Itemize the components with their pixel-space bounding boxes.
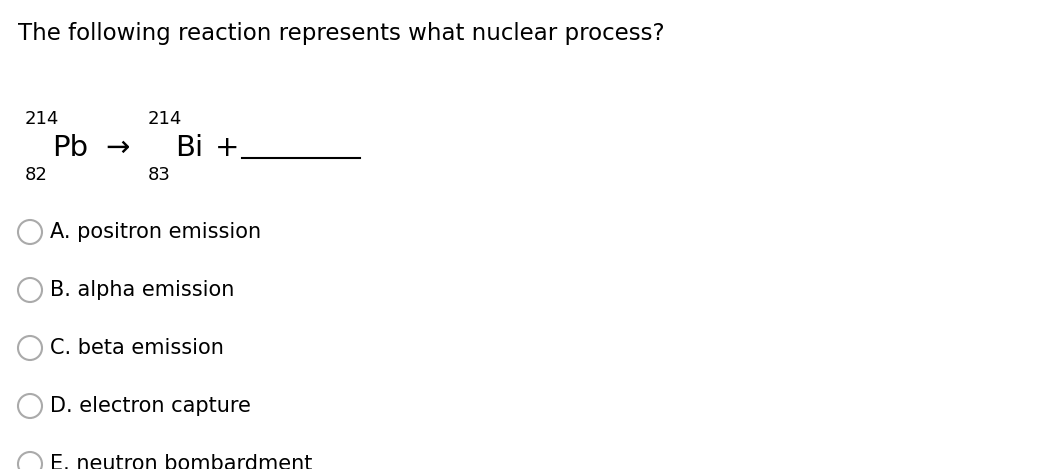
Text: The following reaction represents what nuclear process?: The following reaction represents what n… [18,22,665,45]
Text: A. positron emission: A. positron emission [50,222,261,242]
Text: C. beta emission: C. beta emission [50,338,224,358]
Text: →: → [105,134,130,162]
Text: Bi: Bi [175,134,203,162]
Text: 214: 214 [25,110,59,128]
Text: Pb: Pb [52,134,88,162]
Text: B. alpha emission: B. alpha emission [50,280,234,300]
Text: +: + [215,134,240,162]
Text: D. electron capture: D. electron capture [50,396,251,416]
Text: E. neutron bombardment: E. neutron bombardment [50,454,312,469]
Text: 83: 83 [148,166,171,184]
Text: 82: 82 [25,166,48,184]
Text: 214: 214 [148,110,183,128]
